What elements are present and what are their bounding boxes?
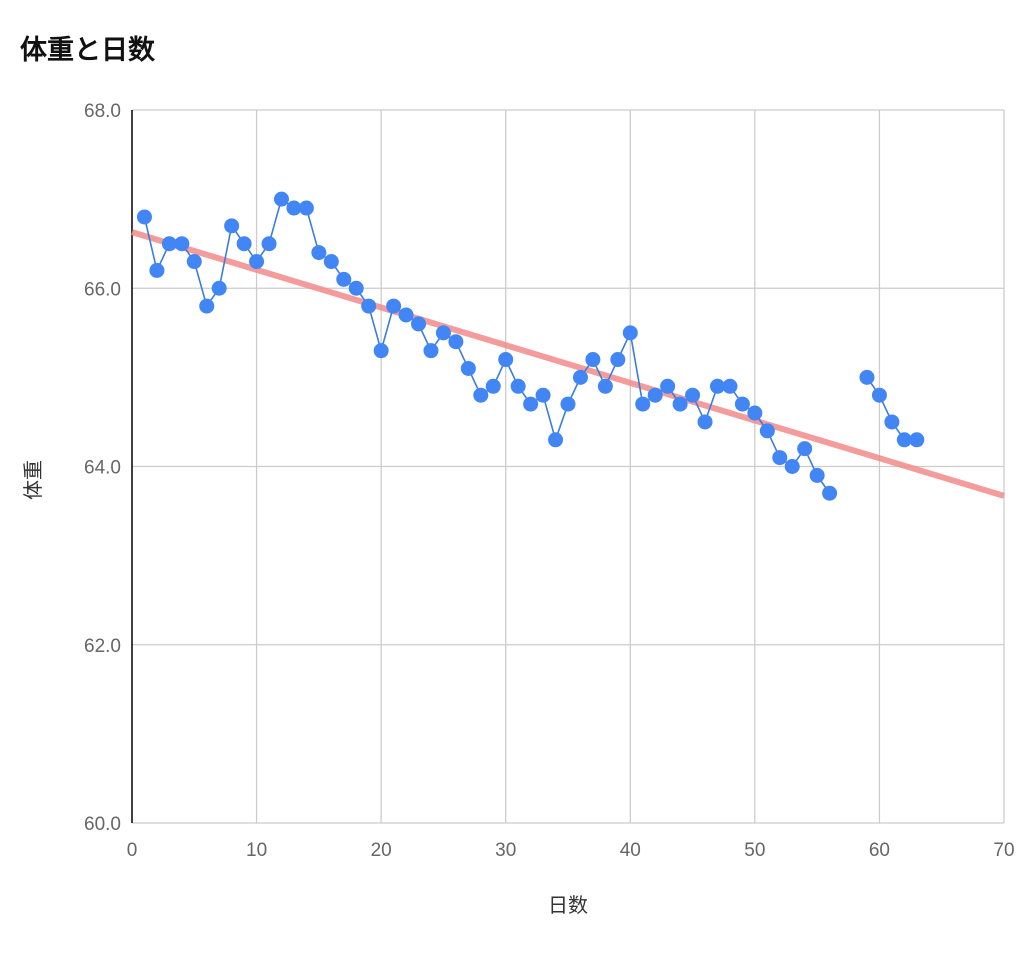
data-point[interactable] xyxy=(211,280,227,296)
data-point[interactable] xyxy=(174,236,190,252)
data-point[interactable] xyxy=(647,387,663,403)
data-point[interactable] xyxy=(510,378,526,394)
data-point[interactable] xyxy=(685,387,701,403)
data-point[interactable] xyxy=(722,378,738,394)
trendline-layer xyxy=(131,229,1005,499)
data-point[interactable] xyxy=(373,343,389,359)
data-point[interactable] xyxy=(660,378,676,394)
data-point[interactable] xyxy=(460,360,476,376)
y-tick-label: 66.0 xyxy=(84,279,121,300)
data-point[interactable] xyxy=(784,459,800,474)
data-point[interactable] xyxy=(249,254,265,270)
x-tick-label: 20 xyxy=(371,840,392,861)
y-axis-title: 体重 xyxy=(21,460,45,500)
data-point[interactable] xyxy=(809,467,825,483)
data-point[interactable] xyxy=(734,396,750,412)
data-point[interactable] xyxy=(909,432,925,448)
data-point[interactable] xyxy=(286,200,302,216)
data-point[interactable] xyxy=(622,325,638,341)
x-tick-label: 50 xyxy=(744,840,765,861)
data-point[interactable] xyxy=(224,218,240,234)
y-tick-label: 68.0 xyxy=(84,101,121,122)
x-tick-label: 0 xyxy=(127,840,138,861)
series-line xyxy=(866,376,917,441)
data-point[interactable] xyxy=(448,334,464,350)
data-point[interactable] xyxy=(435,325,451,341)
data-point[interactable] xyxy=(398,307,414,323)
data-point[interactable] xyxy=(523,396,539,412)
data-point[interactable] xyxy=(572,369,588,385)
data-point[interactable] xyxy=(896,432,912,448)
data-point[interactable] xyxy=(560,396,576,412)
data-point[interactable] xyxy=(709,378,725,394)
grid xyxy=(131,109,1005,824)
data-point[interactable] xyxy=(273,191,289,207)
data-point[interactable] xyxy=(311,245,327,261)
data-point[interactable] xyxy=(822,485,838,501)
data-point[interactable] xyxy=(386,298,402,314)
y-tick-label: 62.0 xyxy=(84,636,121,657)
data-point[interactable] xyxy=(348,280,364,296)
data-point[interactable] xyxy=(772,450,788,466)
data-point[interactable] xyxy=(797,441,813,457)
data-point[interactable] xyxy=(759,423,775,439)
x-tick-label: 70 xyxy=(993,840,1014,861)
data-point[interactable] xyxy=(859,369,875,385)
series-layer xyxy=(136,191,925,501)
x-tick-label: 40 xyxy=(620,840,641,861)
data-point[interactable] xyxy=(323,254,339,270)
data-point[interactable] xyxy=(186,254,202,270)
data-point[interactable] xyxy=(361,298,377,314)
data-point[interactable] xyxy=(610,352,626,368)
data-point[interactable] xyxy=(298,200,314,216)
y-tick-label: 60.0 xyxy=(84,814,121,835)
data-point[interactable] xyxy=(336,271,352,287)
y-tick-label: 64.0 xyxy=(84,458,121,479)
data-point[interactable] xyxy=(585,352,601,368)
data-point[interactable] xyxy=(473,387,489,403)
data-point[interactable] xyxy=(411,316,427,332)
data-point[interactable] xyxy=(199,298,215,314)
data-point[interactable] xyxy=(535,387,551,403)
x-axis-title: 日数 xyxy=(548,893,588,917)
trendline xyxy=(131,229,1005,499)
x-tick-label: 30 xyxy=(495,840,516,861)
data-point[interactable] xyxy=(884,414,900,430)
data-point[interactable] xyxy=(485,378,501,394)
data-point[interactable] xyxy=(423,343,439,359)
data-point[interactable] xyxy=(871,387,887,403)
x-tick-label: 60 xyxy=(869,840,890,861)
chart-title: 体重と日数 xyxy=(20,35,155,66)
data-point[interactable] xyxy=(747,405,763,421)
data-point[interactable] xyxy=(149,262,165,278)
data-point[interactable] xyxy=(597,378,613,394)
data-point[interactable] xyxy=(261,236,277,252)
data-point[interactable] xyxy=(236,236,252,252)
x-tick-label: 10 xyxy=(246,840,267,861)
tick-labels: 0 10 20 30 40 50 60 70 60.0 62.0 64.0 66.0 68.0 xyxy=(84,101,1015,861)
data-point[interactable] xyxy=(697,414,713,430)
data-point[interactable] xyxy=(161,236,177,252)
data-point[interactable] xyxy=(136,209,152,225)
data-point[interactable] xyxy=(498,352,514,368)
data-point[interactable] xyxy=(672,396,688,412)
data-point[interactable] xyxy=(548,432,564,448)
data-point[interactable] xyxy=(635,396,651,412)
